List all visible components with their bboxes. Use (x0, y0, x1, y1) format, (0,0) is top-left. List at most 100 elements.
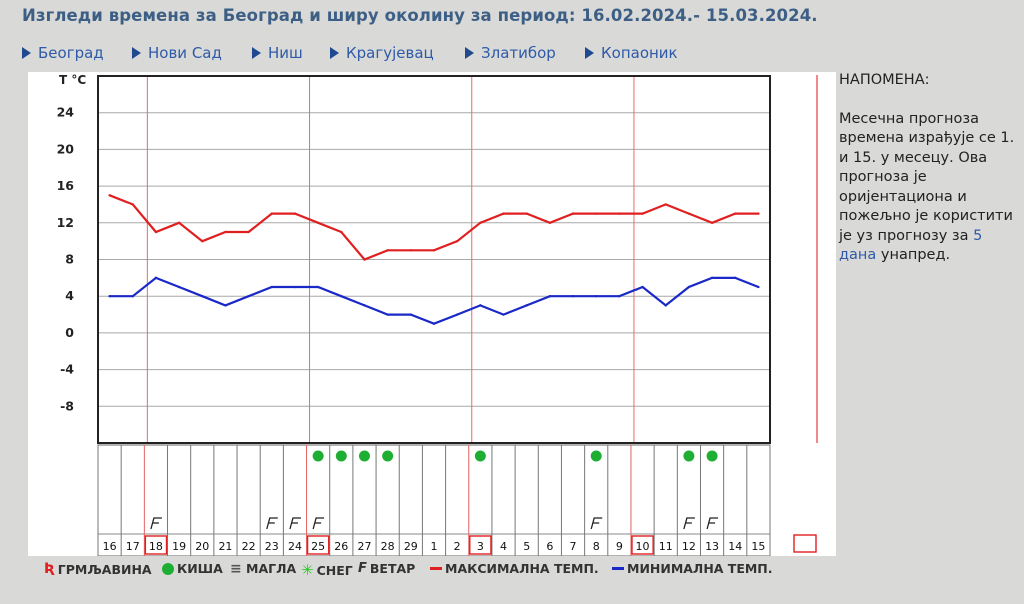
max-temp-point (155, 231, 157, 233)
min-temp-point (688, 286, 690, 288)
min-temp-point (595, 295, 597, 297)
arrow-right-icon (330, 47, 339, 59)
legend-wind: F ВЕТАР (358, 561, 415, 576)
nav-link-beograd[interactable]: Београд (22, 44, 104, 62)
min-temp-point (711, 277, 713, 279)
wind-icon (313, 518, 324, 529)
red-line-icon (430, 567, 442, 570)
fog-icon: ≡ (230, 564, 243, 574)
day-label: 20 (195, 540, 209, 553)
day-label: 1 (431, 540, 438, 553)
min-temp-point (525, 304, 527, 306)
arrow-right-icon (22, 47, 31, 59)
legend-label: МАГЛА (246, 561, 296, 576)
max-temp-point (618, 212, 620, 214)
day-label: 5 (523, 540, 530, 553)
max-temp-point (641, 212, 643, 214)
day-label: 2 (454, 540, 461, 553)
y-tick-label: -8 (60, 398, 74, 413)
legend-label: МИНИМАЛНА ТЕМП. (627, 561, 773, 576)
day-label: 8 (593, 540, 600, 553)
note-box: НАПОМЕНА: Месечна прогноза времена израђ… (839, 71, 1024, 266)
nav-link-label: Крагујевац (346, 44, 434, 62)
min-temp-point (317, 286, 319, 288)
max-temp-point (271, 212, 273, 214)
thunderstorm-icon: Ʀ (44, 561, 55, 577)
min-temp-point (641, 286, 643, 288)
min-temp-point (201, 295, 203, 297)
nav-link-kragujevac[interactable]: Крагујевац (330, 44, 434, 62)
y-axis-label: T °C (59, 73, 86, 87)
wind-icon (684, 518, 695, 529)
max-temp-point (688, 212, 690, 214)
blue-line-icon (612, 567, 624, 570)
day-label: 14 (728, 540, 742, 553)
day-label: 27 (357, 540, 371, 553)
min-temp-point (410, 313, 412, 315)
max-temp-point (363, 258, 365, 260)
legend-storm: Ʀ ГРМЉАВИНА (44, 561, 152, 577)
max-temp-point (734, 212, 736, 214)
y-tick-label: 16 (57, 178, 75, 193)
legend-label: ГРМЉАВИНА (58, 562, 152, 577)
day-label: 7 (570, 540, 577, 553)
max-temp-point (410, 249, 412, 251)
min-temp-point (271, 286, 273, 288)
nav-link-kopaonik[interactable]: Копаоник (585, 44, 678, 62)
y-tick-label: 4 (65, 288, 74, 303)
min-temp-point (224, 304, 226, 306)
forecast-chart: T °C 24 20 16 12 8 4 0 -4 -8 16 17 18 19 20 21 22 23 24 25 2… (28, 72, 836, 556)
nav-link-nis[interactable]: Ниш (252, 44, 303, 62)
day-label: 13 (705, 540, 719, 553)
min-temp-point (363, 304, 365, 306)
max-temp-point (224, 231, 226, 233)
legend-label: СНЕГ (317, 563, 353, 578)
day-label: 26 (334, 540, 348, 553)
day-label: 23 (265, 540, 279, 553)
day-label: 12 (682, 540, 696, 553)
day-label: 10 (636, 540, 650, 553)
min-temp-point (734, 277, 736, 279)
day-label: 28 (381, 540, 395, 553)
day-label: 16 (103, 540, 117, 553)
max-temp-point (572, 212, 574, 214)
wind-icon (591, 518, 602, 529)
day-label: 29 (404, 540, 418, 553)
arrow-right-icon (132, 47, 141, 59)
nav-link-label: Ниш (268, 44, 303, 62)
nav-link-zlatibor[interactable]: Златибор (465, 44, 556, 62)
nav-link-label: Златибор (481, 44, 556, 62)
day-label: 18 (149, 540, 163, 553)
day-label: 17 (126, 540, 140, 553)
max-temp-point (317, 222, 319, 224)
day-label: 11 (659, 540, 673, 553)
legend-fog: ≡ МАГЛА (230, 561, 296, 576)
max-temp-point (665, 203, 667, 205)
nav-link-novi-sad[interactable]: Нови Сад (132, 44, 222, 62)
max-temp-point (201, 240, 203, 242)
legend-max-temp: МАКСИМАЛНА ТЕМП. (430, 561, 599, 576)
min-temp-point (340, 295, 342, 297)
arrow-right-icon (585, 47, 594, 59)
rain-icon (336, 451, 347, 462)
y-tick-label: -4 (60, 362, 74, 377)
day-label: 6 (546, 540, 553, 553)
max-temp-point (757, 212, 759, 214)
empty-day-box (794, 535, 816, 552)
arrow-right-icon (252, 47, 261, 59)
max-temp-point (433, 249, 435, 251)
wind-icon (151, 518, 162, 529)
min-temp-point (549, 295, 551, 297)
y-tick-label: 20 (57, 141, 75, 156)
legend-rain: КИША (162, 561, 223, 576)
min-temp-point (572, 295, 574, 297)
min-temp-point (479, 304, 481, 306)
rain-icon (683, 451, 694, 462)
legend-label: КИША (177, 561, 223, 576)
page-title: Изгледи времена за Београд и ширу околин… (22, 6, 818, 25)
nav-link-label: Копаоник (601, 44, 678, 62)
y-tick-label: 0 (65, 325, 74, 340)
wind-icon (290, 518, 301, 529)
legend-min-temp: МИНИМАЛНА ТЕМП. (612, 561, 773, 576)
